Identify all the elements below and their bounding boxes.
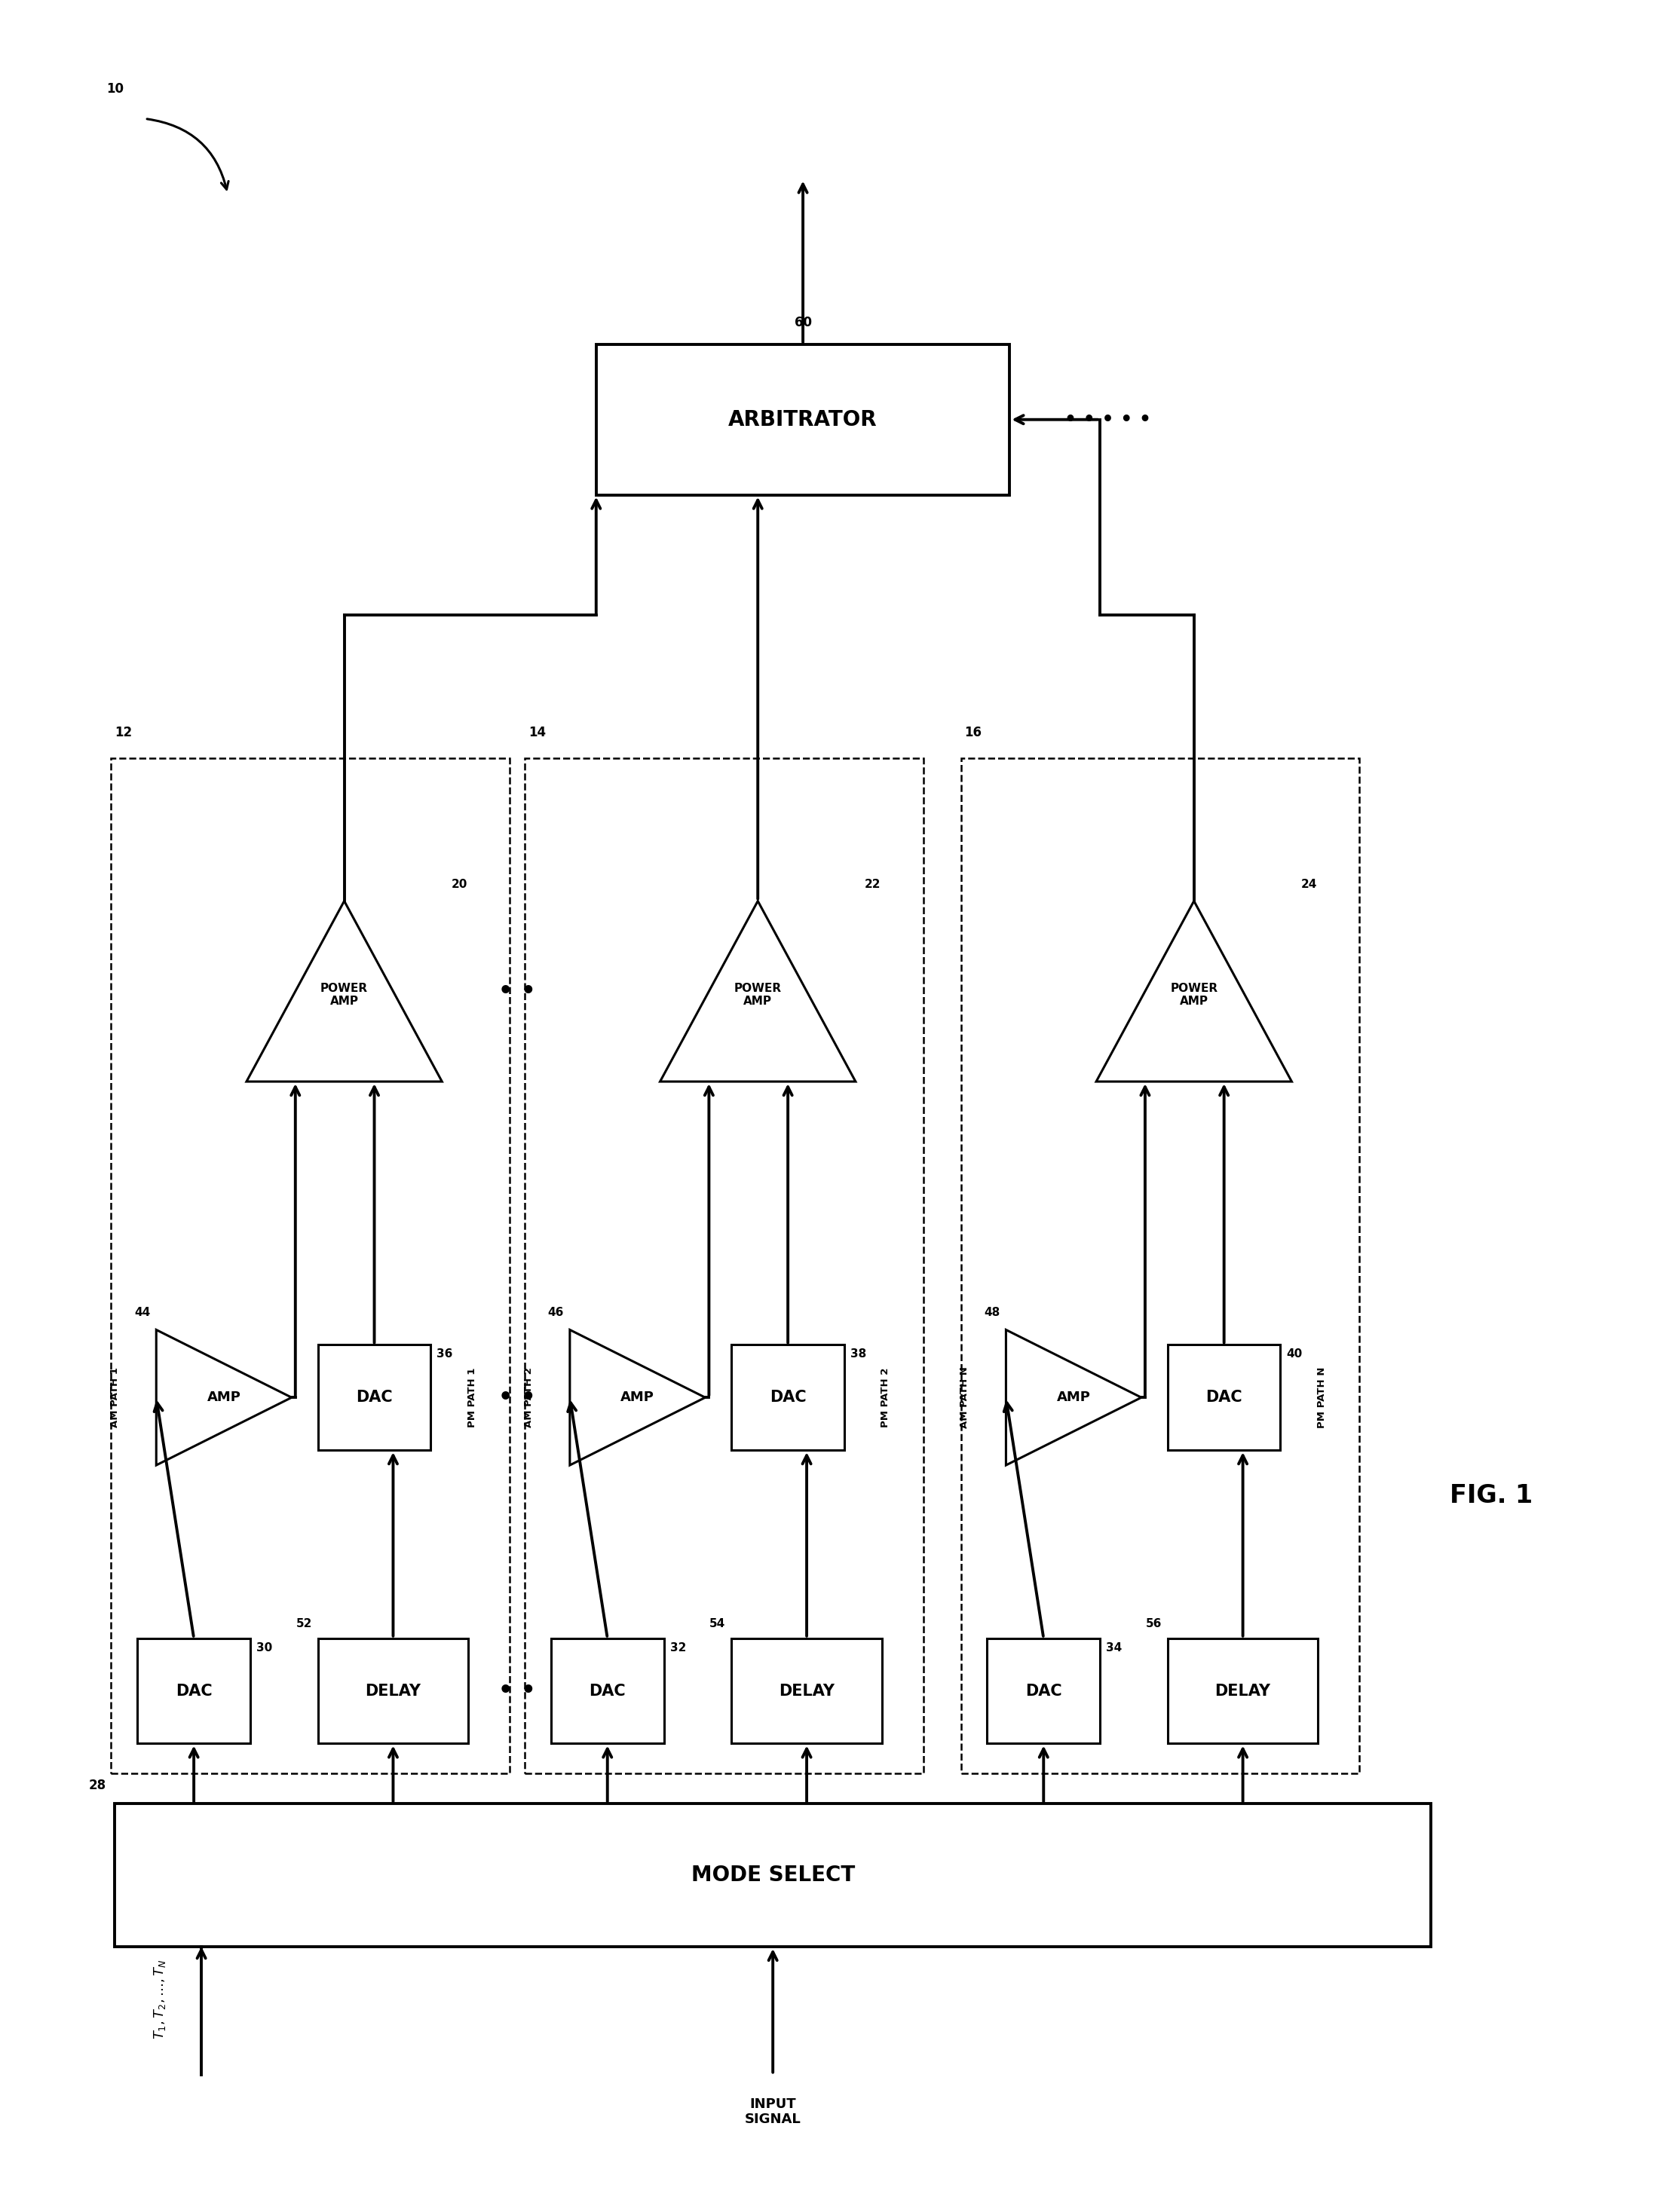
Text: PM PATH 1: PM PATH 1 <box>466 1367 476 1427</box>
Text: AM PATH N: AM PATH N <box>959 1367 969 1429</box>
Polygon shape <box>660 900 855 1082</box>
Text: • •: • • <box>498 980 536 1002</box>
Text: 22: 22 <box>865 878 882 889</box>
Text: DELAY: DELAY <box>366 1683 422 1699</box>
Text: AMP: AMP <box>207 1391 241 1405</box>
Text: POWER
AMP: POWER AMP <box>321 982 369 1006</box>
Text: PM PATH 2: PM PATH 2 <box>880 1367 890 1427</box>
Bar <box>1168 1639 1318 1743</box>
Text: MODE SELECT: MODE SELECT <box>691 1865 855 1885</box>
Text: 46: 46 <box>547 1307 564 1318</box>
Text: 54: 54 <box>710 1617 726 1630</box>
Bar <box>318 1345 430 1451</box>
Text: • •: • • <box>498 1387 536 1409</box>
Bar <box>524 759 923 1774</box>
Polygon shape <box>1006 1329 1141 1464</box>
Text: DELAY: DELAY <box>1216 1683 1270 1699</box>
Text: $T_1, T_2, \ldots, T_N$: $T_1, T_2, \ldots, T_N$ <box>152 1960 167 2039</box>
Text: POWER
AMP: POWER AMP <box>734 982 782 1006</box>
Text: 48: 48 <box>984 1307 1001 1318</box>
Bar <box>987 1639 1100 1743</box>
Text: ARBITRATOR: ARBITRATOR <box>728 409 877 429</box>
Text: 16: 16 <box>964 726 982 739</box>
Bar <box>731 1639 882 1743</box>
Bar <box>137 1639 250 1743</box>
Text: 38: 38 <box>850 1349 867 1360</box>
FancyArrowPatch shape <box>147 119 228 190</box>
Bar <box>111 759 509 1774</box>
Text: INPUT
SIGNAL: INPUT SIGNAL <box>744 2097 801 2126</box>
Text: FIG. 1: FIG. 1 <box>1449 1482 1533 1509</box>
Text: 32: 32 <box>670 1641 686 1652</box>
Bar <box>114 1803 1431 1947</box>
Text: 20: 20 <box>452 878 466 889</box>
Text: DAC: DAC <box>1025 1683 1062 1699</box>
Text: 14: 14 <box>529 726 546 739</box>
Text: 10: 10 <box>106 82 124 95</box>
Text: 30: 30 <box>256 1641 273 1652</box>
Bar <box>961 759 1360 1774</box>
Text: DAC: DAC <box>769 1389 805 1405</box>
Bar <box>551 1639 663 1743</box>
Text: 28: 28 <box>88 1778 106 1792</box>
Polygon shape <box>571 1329 705 1464</box>
Text: • • • • •: • • • • • <box>1064 411 1151 429</box>
Text: 52: 52 <box>296 1617 313 1630</box>
Text: AMP: AMP <box>620 1391 655 1405</box>
Bar <box>318 1639 468 1743</box>
Text: 36: 36 <box>437 1349 453 1360</box>
Text: DAC: DAC <box>1206 1389 1242 1405</box>
Bar <box>731 1345 844 1451</box>
Polygon shape <box>155 1329 291 1464</box>
Text: DELAY: DELAY <box>779 1683 835 1699</box>
Polygon shape <box>1097 900 1292 1082</box>
Text: 12: 12 <box>114 726 132 739</box>
Text: 34: 34 <box>1107 1641 1121 1652</box>
Text: 60: 60 <box>794 316 812 330</box>
Text: PM PATH N: PM PATH N <box>1317 1367 1327 1429</box>
Text: 24: 24 <box>1300 878 1317 889</box>
Text: • •: • • <box>498 1679 536 1701</box>
Text: 40: 40 <box>1287 1349 1302 1360</box>
Bar <box>1168 1345 1280 1451</box>
Text: AMP: AMP <box>1057 1391 1090 1405</box>
Bar <box>595 345 1009 495</box>
Text: DAC: DAC <box>589 1683 625 1699</box>
Text: POWER
AMP: POWER AMP <box>1169 982 1217 1006</box>
Text: 56: 56 <box>1146 1617 1161 1630</box>
Text: AM PATH 1: AM PATH 1 <box>109 1367 119 1427</box>
Text: 44: 44 <box>134 1307 151 1318</box>
Text: DAC: DAC <box>175 1683 212 1699</box>
Polygon shape <box>246 900 442 1082</box>
Text: DAC: DAC <box>356 1389 392 1405</box>
Text: AM PATH 2: AM PATH 2 <box>524 1367 533 1427</box>
